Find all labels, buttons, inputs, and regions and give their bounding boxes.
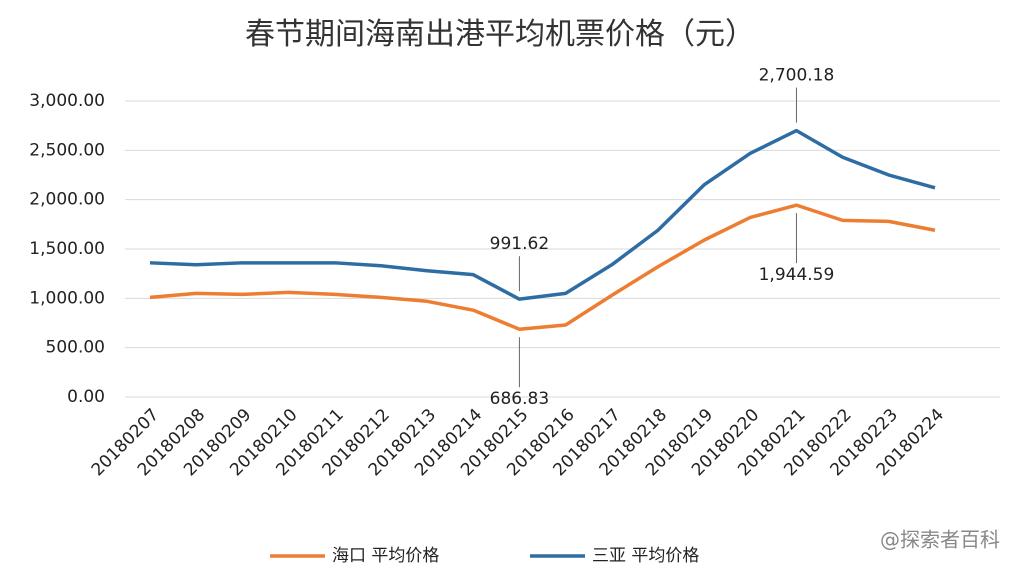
y-tick-label: 3,000.00 [29,91,105,111]
y-tick-label: 2,000.00 [29,190,105,210]
data-label: 686.83 [490,389,549,409]
series-line [149,128,936,301]
data-label: 991.62 [490,234,549,254]
legend-label: 三亚 平均价格 [592,546,699,566]
y-tick-label: 2,500.00 [29,140,105,160]
y-tick-label: 0.00 [67,387,105,407]
chart-title: 春节期间海南出港平均机票价格（元） [245,17,755,52]
data-label: 1,944.59 [759,265,835,285]
legend-label: 海口 平均价格 [332,546,439,566]
y-tick-label: 500.00 [46,338,105,358]
y-tick-label: 1,000.00 [29,288,105,308]
watermark: @探索者百科 [880,528,1000,552]
series-line [149,203,936,331]
data-label: 2,700.18 [759,66,835,86]
y-tick-label: 1,500.00 [29,239,105,259]
